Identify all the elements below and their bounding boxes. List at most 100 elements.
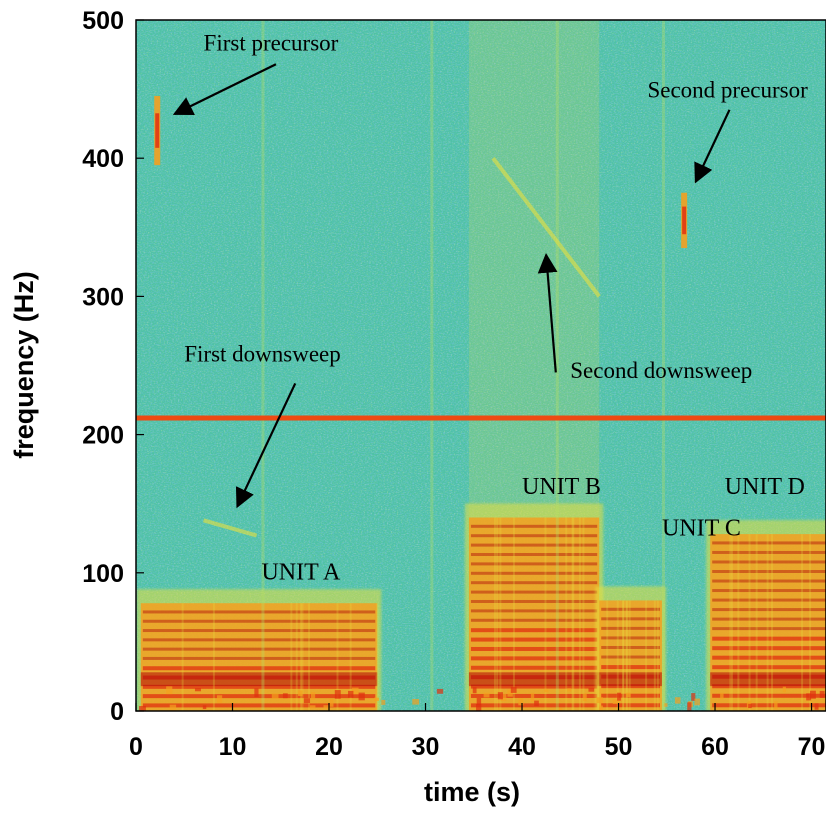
noise-speck: [216, 695, 223, 703]
noise-speck: [596, 697, 604, 704]
sound-unit-3: [595, 586, 666, 711]
striation: [308, 603, 311, 711]
low-band: [140, 672, 378, 687]
noise-speck: [674, 697, 681, 704]
precursor-core-1: [155, 113, 160, 148]
striation: [376, 603, 379, 711]
striation: [181, 603, 184, 711]
striation: [512, 517, 515, 711]
harmonic-stripe: [470, 656, 598, 661]
striation: [729, 534, 732, 711]
noise-speck: [774, 701, 778, 710]
striation: [737, 534, 740, 711]
noise-speck: [282, 693, 288, 699]
unit-label-2: UNIT B: [522, 474, 601, 500]
striation: [336, 603, 339, 711]
downsweep-trace-1: [203, 518, 258, 538]
noise-speck: [507, 689, 513, 697]
noise-speck: [809, 690, 816, 699]
transient-line: [661, 20, 665, 711]
harmonic-stripe: [142, 694, 376, 699]
noise-speck: [588, 687, 595, 692]
harmonic-stripe: [712, 665, 826, 670]
noise-speck: [373, 697, 379, 702]
striation: [645, 600, 648, 711]
y-axis-label: frequency (Hz): [9, 271, 39, 459]
annotation-arrow-2: [694, 109, 731, 184]
harmonic-stripe: [601, 665, 660, 670]
striation: [493, 517, 496, 711]
energy-layer: [136, 20, 826, 711]
plot-area: [136, 20, 826, 711]
noise-speck: [567, 688, 572, 692]
noise-speck: [617, 692, 621, 701]
x-tick-label: 20: [315, 733, 343, 761]
noise-speck: [782, 686, 786, 693]
unit-label-3: UNIT C: [662, 515, 741, 541]
striation: [301, 603, 304, 711]
x-tick-label: 30: [412, 733, 440, 761]
harmonic-stripe: [142, 638, 376, 642]
striation: [616, 600, 619, 711]
y-axis: 0 100 200 300 400 500: [82, 7, 144, 726]
noise-speck: [530, 692, 535, 702]
harmonic-stripe: [470, 599, 598, 603]
striation: [572, 517, 575, 711]
x-axis-label: time (s): [424, 777, 520, 807]
precursor-core-2: [682, 206, 687, 235]
noise-speck: [323, 705, 330, 709]
x-axis: 0 10 20 30 40 50 60 70: [129, 703, 825, 761]
harmonic-stripe: [142, 656, 376, 660]
noise-speck: [534, 700, 539, 707]
harmonic-stripe: [470, 665, 598, 670]
striation: [496, 517, 499, 711]
annotation-label-3: First downsweep: [184, 341, 341, 366]
harmonic-stripe: [470, 646, 598, 651]
low-band: [468, 672, 600, 687]
striation: [656, 600, 659, 711]
striation: [299, 603, 302, 711]
harmonic-stripe: [470, 618, 598, 622]
striation: [290, 603, 293, 711]
noise-speck: [194, 688, 201, 692]
noise-speck: [476, 704, 482, 711]
striation: [582, 517, 585, 711]
harmonic-stripe: [470, 703, 598, 708]
harmonic-stripe: [712, 693, 826, 698]
striation: [766, 534, 769, 711]
annotation-arrow-1: [172, 63, 277, 116]
harmonic-stripe: [712, 608, 826, 612]
harmonic-stripe: [470, 543, 598, 547]
striation: [625, 600, 628, 711]
noise-speck: [483, 692, 490, 698]
noise-speck: [544, 689, 549, 693]
tone-layer: [136, 415, 826, 421]
noise-speck: [720, 692, 724, 700]
noise-speck: [518, 698, 524, 706]
harmonic-stripe: [470, 609, 598, 613]
y-tick-label: 400: [82, 145, 124, 173]
striation: [731, 534, 734, 711]
harmonic-stripe: [712, 550, 826, 554]
noise-speck: [310, 692, 316, 700]
striation: [653, 600, 656, 711]
striation: [755, 534, 758, 711]
harmonic-stripe: [712, 570, 826, 574]
x-tick-label: 60: [701, 733, 729, 761]
noise-speck: [694, 698, 700, 706]
noise-speck: [510, 686, 517, 693]
noise-speck: [626, 692, 631, 698]
striation: [622, 600, 625, 711]
noise-speck: [381, 699, 386, 705]
noise-speck: [472, 687, 477, 694]
annotation-layer: First precursor Second precursor First dow…: [172, 30, 808, 509]
harmonic-stripe: [470, 581, 598, 585]
striation: [628, 600, 631, 711]
harmonic-stripe: [142, 619, 376, 623]
harmonic-stripe: [601, 626, 660, 630]
striation: [606, 600, 609, 711]
noise-speck: [271, 693, 279, 699]
y-tick-label: 300: [82, 283, 124, 311]
